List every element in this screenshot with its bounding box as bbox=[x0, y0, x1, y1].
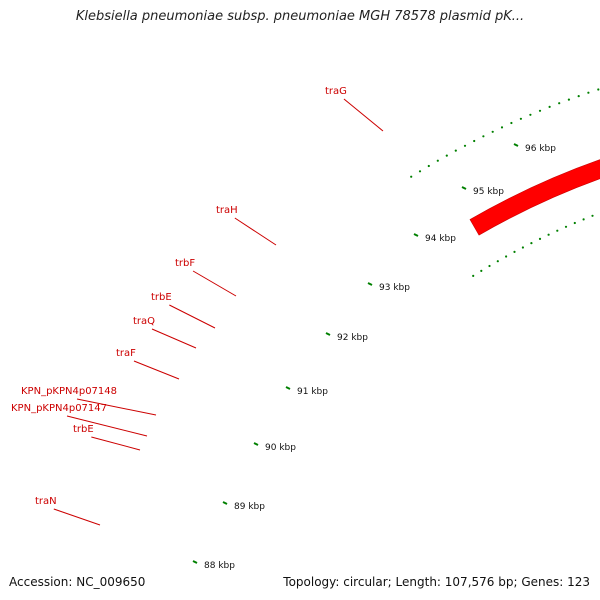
scale-tick bbox=[367, 282, 373, 286]
gene-label-leader bbox=[169, 304, 216, 329]
tick-dot bbox=[538, 109, 542, 112]
map-title: Klebsiella pneumoniae subsp. pneumoniae … bbox=[75, 9, 525, 24]
tick-dot-rings bbox=[410, 88, 600, 277]
scale-tick-label: 93 kbp bbox=[379, 283, 410, 293]
tick-dot bbox=[591, 214, 594, 217]
scale-ticks: 88 kbp 89 kbp 90 kbp 91 kbp 92 kbp 93 kbp 94 k… bbox=[192, 143, 556, 571]
scale-tick-label: 91 kbp bbox=[297, 387, 328, 397]
tick-dot bbox=[513, 250, 516, 253]
tick-dot bbox=[410, 175, 413, 178]
tick-dot bbox=[597, 88, 600, 91]
tick-dot bbox=[521, 246, 525, 249]
tick-dot bbox=[547, 233, 550, 236]
scale-tick-label: 96 kbp bbox=[525, 144, 556, 154]
gene-label-leader bbox=[343, 98, 384, 132]
tick-dot bbox=[577, 95, 580, 98]
gene-label: trbE bbox=[151, 292, 172, 303]
tick-dot bbox=[436, 159, 439, 162]
tick-dot bbox=[567, 98, 571, 101]
tick-dot bbox=[472, 274, 475, 277]
tick-dot bbox=[488, 264, 491, 268]
gene-label: traQ bbox=[133, 316, 155, 327]
gene-label-leader bbox=[76, 398, 157, 416]
tick-dot bbox=[496, 260, 499, 263]
gene-arrow bbox=[469, 159, 600, 236]
gene-label-leader bbox=[133, 360, 180, 380]
scale-tick-label: 92 kbp bbox=[337, 333, 368, 343]
scale-tick bbox=[192, 560, 198, 564]
scale-tick bbox=[325, 332, 331, 336]
tick-dot bbox=[530, 242, 533, 245]
gene-label: traF bbox=[116, 348, 136, 359]
tick-dot bbox=[482, 135, 485, 138]
tick-dot bbox=[529, 113, 532, 116]
gene-label: traH bbox=[216, 205, 238, 216]
tick-dot bbox=[445, 154, 448, 157]
accession-text: Accession: NC_009650 bbox=[9, 575, 146, 589]
tick-dot bbox=[427, 164, 430, 168]
scale-tick-label: 88 kbp bbox=[204, 561, 235, 571]
tick-dot bbox=[573, 221, 576, 225]
tick-dot bbox=[473, 139, 476, 143]
tick-dot bbox=[564, 225, 568, 228]
scale-tick bbox=[513, 143, 519, 147]
scale-tick bbox=[253, 442, 259, 446]
tick-dot bbox=[480, 269, 483, 272]
tick-dot bbox=[587, 91, 590, 94]
tick-dot bbox=[454, 149, 457, 152]
gene-label: traG bbox=[325, 86, 347, 97]
tick-dot bbox=[556, 229, 559, 232]
gene-label-leader bbox=[66, 415, 148, 437]
tick-dot bbox=[463, 144, 467, 147]
topology-text: Topology: circular; Length: 107,576 bp; … bbox=[283, 575, 590, 589]
tick-dot bbox=[500, 126, 504, 129]
gene-arrows bbox=[469, 159, 600, 236]
scale-tick-label: 94 kbp bbox=[425, 234, 456, 244]
gene-label-leader bbox=[192, 270, 237, 297]
tick-dot bbox=[582, 218, 585, 221]
tick-dot bbox=[491, 130, 494, 133]
scale-tick bbox=[413, 233, 419, 237]
scale-tick-label: 89 kbp bbox=[234, 502, 265, 512]
gene-label: trbF bbox=[175, 258, 195, 269]
tick-dot bbox=[418, 170, 422, 173]
gene-label-leader bbox=[91, 436, 141, 451]
gene-label: KPN_pKPN4p07147 bbox=[11, 403, 107, 414]
gene-label-leader bbox=[53, 508, 101, 526]
tick-dot bbox=[510, 121, 513, 125]
gene-labels: traNtrbEKPN_pKPN4p07147KPN_pKPN4p07148tr… bbox=[11, 86, 384, 526]
gene-label-leader bbox=[234, 217, 277, 246]
gene-label: KPN_pKPN4p07148 bbox=[21, 386, 117, 397]
tick-dot bbox=[505, 255, 508, 258]
gene-label-leader bbox=[151, 328, 197, 349]
gene-label: trbE bbox=[73, 424, 94, 435]
tick-dot bbox=[548, 105, 551, 108]
scale-tick-label: 95 kbp bbox=[473, 187, 504, 197]
tick-dot bbox=[538, 237, 542, 240]
scale-tick bbox=[285, 386, 291, 390]
scale-tick-label: 90 kbp bbox=[265, 443, 296, 453]
tick-dot bbox=[558, 102, 561, 105]
tick-dot bbox=[519, 117, 523, 120]
gene-label: traN bbox=[35, 496, 57, 507]
scale-tick bbox=[461, 186, 467, 190]
scale-tick bbox=[222, 501, 228, 505]
